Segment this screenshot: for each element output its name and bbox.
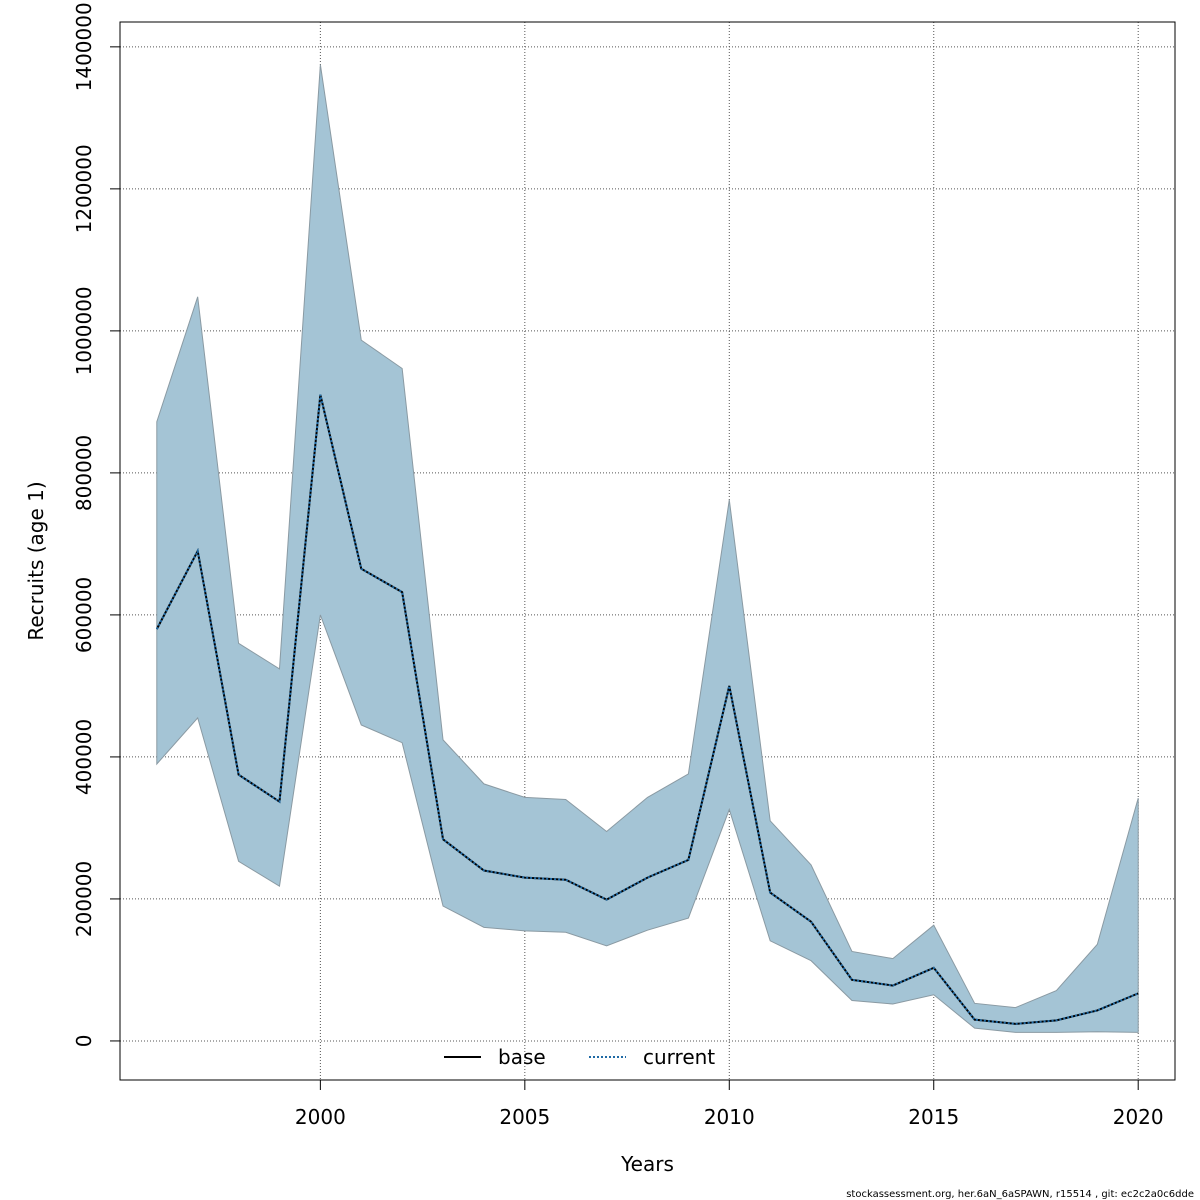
legend: base current (444, 1045, 715, 1069)
y-tick-label: 1200000 (72, 144, 96, 233)
y-tick-label: 1400000 (72, 2, 96, 91)
x-tick-label: 2005 (499, 1105, 550, 1129)
legend-label-base: base (498, 1045, 546, 1069)
y-tick-label: 600000 (72, 577, 96, 653)
y-tick-label: 800000 (72, 435, 96, 511)
confidence-band (156, 64, 1139, 1033)
y-axis-label: Recruits (age 1) (24, 481, 48, 640)
y-tick-label: 1000000 (72, 286, 96, 375)
legend-label-current: current (643, 1045, 715, 1069)
x-tick-label: 2015 (908, 1105, 959, 1129)
y-tick-label: 400000 (72, 719, 96, 795)
plot-frame (119, 21, 1176, 1081)
x-tick-label: 2010 (704, 1105, 755, 1129)
x-axis-ticks: 2000 2005 2010 2015 2020 (295, 1080, 1164, 1129)
footnote: stockassessment.org, her.6aN_6aSPAWN, r1… (846, 1189, 1194, 1200)
confidence-band-group (156, 64, 1139, 1033)
y-tick-label: 200000 (72, 861, 96, 937)
x-axis-label: Years (620, 1152, 674, 1176)
series-line-current (155, 394, 1139, 1025)
x-tick-label: 2000 (295, 1105, 346, 1129)
x-tick-label: 2020 (1113, 1105, 1164, 1129)
series-lines (155, 394, 1139, 1025)
y-axis-ticks: 0 200000 400000 600000 800000 1000000 1200000 1… (72, 2, 120, 1047)
y-tick-label: 0 (72, 1035, 96, 1048)
